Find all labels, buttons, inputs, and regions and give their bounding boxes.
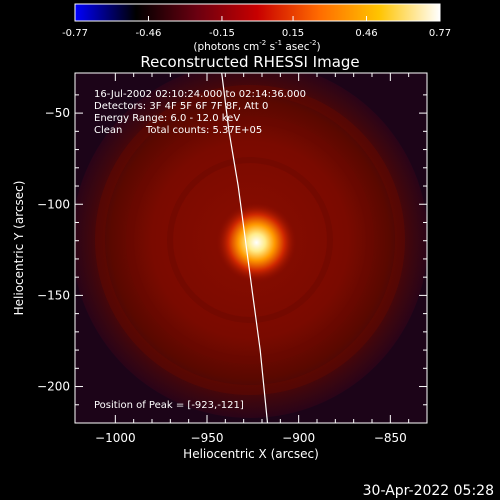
y-axis-label: Heliocentric Y (arcsec) bbox=[12, 181, 26, 316]
heatmap-image bbox=[75, 73, 427, 423]
y-tick-label: −50 bbox=[45, 106, 70, 120]
y-tick-label: −100 bbox=[37, 197, 70, 211]
timestamp: 30-Apr-2022 05:28 bbox=[363, 483, 494, 499]
annotation-total-counts: Total counts: 5.37E+05 bbox=[145, 125, 262, 136]
y-tick-label: −150 bbox=[37, 288, 70, 302]
colorbar-ticks: -0.77 -0.46 -0.15 0.15 0.46 0.77 bbox=[62, 16, 451, 39]
colorbar-tick-label: 0.77 bbox=[429, 28, 451, 39]
chart-title: Reconstructed RHESSI Image bbox=[140, 53, 359, 71]
y-tick-label: −200 bbox=[37, 380, 70, 394]
annotation-peak-position: Position of Peak = [-923,-121] bbox=[94, 400, 244, 411]
axis-ticks: −1000 −950 −900 −850 −50 −100 −150 −200 bbox=[37, 73, 427, 445]
solar-limb-line bbox=[221, 73, 269, 423]
x-tick-label: −950 bbox=[191, 431, 224, 445]
colorbar-tick-label: 0.46 bbox=[355, 28, 377, 39]
colorbar bbox=[74, 3, 441, 22]
colorbar-tick-label: -0.15 bbox=[209, 28, 235, 39]
annotation-detectors: Detectors: 3F 4F 5F 6F 7F 8F, Att 0 bbox=[94, 101, 268, 112]
plot-frame bbox=[74, 72, 428, 424]
peak-source bbox=[216, 202, 297, 283]
colorbar-tick-label: -0.46 bbox=[136, 28, 162, 39]
annotation-clean: Clean bbox=[94, 125, 122, 136]
x-axis-label: Heliocentric X (arcsec) bbox=[183, 447, 319, 461]
x-tick-label: −850 bbox=[374, 431, 407, 445]
annotation-time-range: 16-Jul-2002 02:10:24.000 to 02:14:36.000 bbox=[94, 89, 306, 100]
colorbar-units: (photons cm-2 s-1 asec-2) bbox=[193, 39, 320, 53]
colorbar-tick-label: -0.77 bbox=[62, 28, 88, 39]
x-tick-label: −900 bbox=[282, 431, 315, 445]
colorbar-tick-label: 0.15 bbox=[282, 28, 304, 39]
annotation-energy-range: Energy Range: 6.0 - 12.0 keV bbox=[94, 113, 240, 124]
x-tick-label: −1000 bbox=[95, 431, 136, 445]
